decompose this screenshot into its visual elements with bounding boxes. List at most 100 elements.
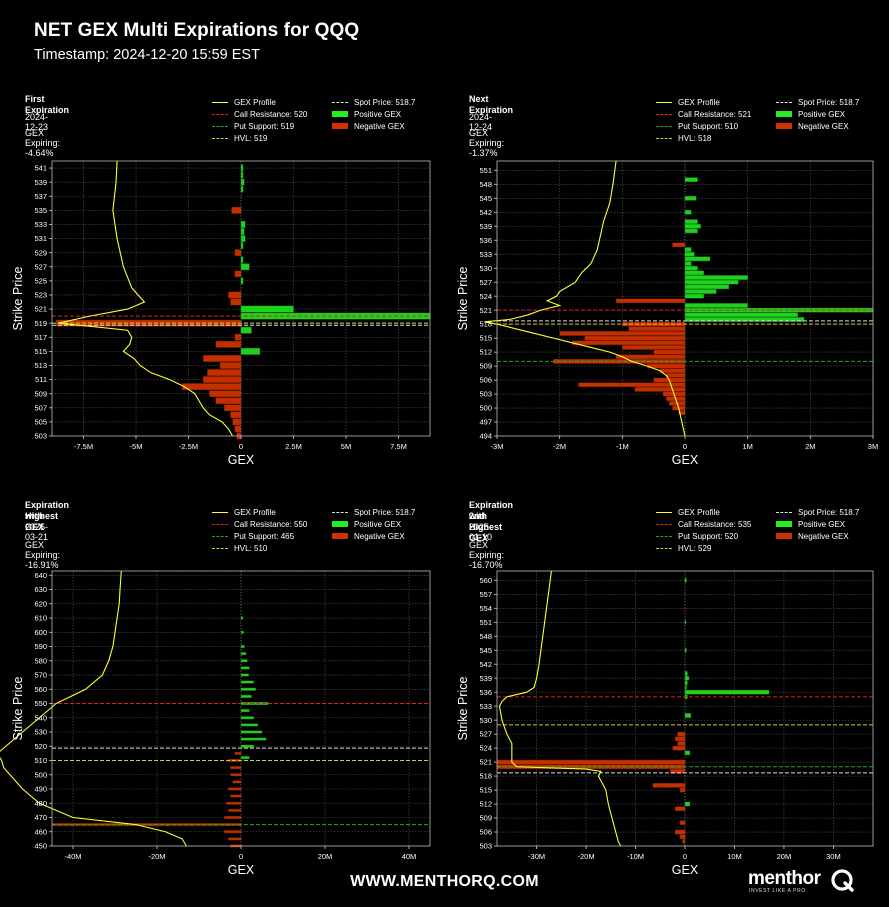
y-tick-label: 460 — [34, 827, 47, 836]
y-tick-label: 512 — [479, 800, 492, 809]
gex-expiring: GEX Expiring: -4.64% — [25, 128, 61, 158]
logo-q-icon — [830, 868, 856, 899]
legend-swatch — [656, 101, 672, 103]
legend-item-pos: Positive GEX — [776, 109, 845, 119]
positive-gex-bar — [240, 235, 246, 242]
y-tick-label: 524 — [479, 292, 492, 301]
y-tick-label: 548 — [479, 180, 492, 189]
positive-gex-bar — [240, 171, 244, 179]
legend-swatch — [776, 521, 792, 527]
negative-gex-bar — [679, 820, 686, 825]
y-tick-label: 513 — [34, 361, 47, 370]
gex-profile-line — [498, 570, 622, 847]
positive-gex-bar — [240, 630, 244, 634]
gex-profile-line — [484, 160, 686, 437]
positive-gex-bar — [684, 675, 690, 681]
y-tick-label: 500 — [34, 770, 47, 779]
y-tick-label: 529 — [34, 248, 47, 257]
x-tick-label: -2M — [553, 442, 566, 451]
positive-gex-bar — [684, 689, 770, 695]
legend-item-put: Put Support: 519 — [212, 121, 294, 131]
x-tick-label: -30M — [528, 852, 545, 861]
y-tick-label: 630 — [34, 585, 47, 594]
negative-gex-bar — [234, 249, 242, 257]
positive-gex-bar — [684, 265, 698, 271]
legend-label: GEX Profile — [678, 97, 720, 107]
negative-gex-bar — [622, 345, 686, 350]
y-tick-label: 570 — [34, 671, 47, 680]
negative-gex-bar — [232, 780, 242, 784]
y-tick-label: 541 — [34, 164, 47, 173]
negative-gex-bar — [674, 736, 686, 742]
legend-item-call: Call Resistance: 535 — [656, 519, 751, 529]
positive-gex-bar — [684, 279, 739, 285]
legend-swatch — [656, 113, 672, 115]
y-tick-label: 521 — [479, 306, 492, 315]
footer-url: WWW.MENTHORQ.COM — [350, 873, 539, 890]
x-tick-label: 0 — [239, 442, 243, 451]
legend-swatch — [332, 111, 348, 117]
legend-swatch — [212, 547, 228, 549]
legend-label: Negative GEX — [354, 531, 405, 541]
negative-gex-bar — [682, 839, 686, 844]
y-tick-label: 620 — [34, 599, 47, 608]
legend-label: Put Support: 465 — [234, 531, 295, 541]
legend-swatch — [332, 511, 348, 513]
legend-item-hvl: HVL: 519 — [212, 133, 267, 143]
y-tick-label: 551 — [479, 166, 492, 175]
y-tick-label: 550 — [34, 699, 47, 708]
positive-gex-bar — [240, 666, 250, 670]
positive-gex-bar — [684, 284, 730, 290]
y-tick-label: 527 — [34, 262, 47, 271]
positive-gex-bar — [684, 293, 704, 299]
positive-gex-bar — [684, 317, 805, 322]
y-tick-label: 539 — [34, 178, 47, 187]
positive-gex-bar — [240, 242, 244, 249]
x-axis-label: GEX — [228, 863, 255, 877]
legend-label: GEX Profile — [234, 97, 276, 107]
y-tick-label: 505 — [34, 417, 47, 426]
negative-gex-bar — [672, 242, 686, 248]
legend-item-neg: Negative GEX — [332, 121, 405, 131]
y-tick-label: 490 — [34, 785, 47, 794]
y-axis-label: Strike Price — [11, 267, 25, 331]
legend-swatch — [656, 137, 672, 139]
y-tick-label: 545 — [479, 646, 492, 655]
positive-gex-bar — [240, 326, 252, 334]
legend-label: Positive GEX — [354, 519, 402, 529]
positive-gex-bar — [240, 744, 254, 748]
legend-item-profile: GEX Profile — [656, 507, 720, 517]
negative-gex-bar — [207, 369, 242, 376]
negative-gex-bar — [647, 363, 686, 369]
legend-label: GEX Profile — [234, 507, 276, 517]
negative-gex-bar — [228, 808, 242, 812]
legend-label: Negative GEX — [354, 121, 405, 131]
y-axis-label: Strike Price — [456, 677, 470, 741]
negative-gex-bar — [584, 335, 686, 341]
legend-swatch — [656, 511, 672, 513]
y-tick-label: 515 — [479, 786, 492, 795]
positive-gex-bar — [684, 750, 691, 756]
gex-chart: -7.5M -5M -2.5M 0 2.5M 5M 7.5M 503 505 507 509 511 5… — [11, 160, 431, 467]
y-tick-label: 494 — [479, 432, 492, 441]
x-tick-label: -20M — [578, 852, 595, 861]
positive-gex-bar — [684, 247, 692, 252]
positive-gex-bar — [240, 756, 250, 760]
panel-title: Next Expiration — [469, 94, 514, 115]
y-tick-label: 521 — [34, 305, 47, 314]
y-tick-label: 520 — [34, 742, 47, 751]
positive-gex-bar — [240, 164, 244, 172]
y-tick-label: 530 — [479, 264, 492, 273]
y-tick-label: 525 — [34, 276, 47, 285]
y-tick-label: 580 — [34, 656, 47, 665]
positive-gex-bar — [684, 680, 688, 686]
page-timestamp: Timestamp: 2024-12-20 15:59 EST — [34, 47, 260, 63]
negative-gex-bar — [230, 411, 242, 419]
negative-gex-bar — [669, 769, 686, 774]
legend-swatch — [776, 101, 792, 103]
gex-expiring: GEX Expiring: -16.91% — [25, 540, 61, 570]
panel-title: 2nd Highest GEX — [469, 511, 503, 543]
y-tick-label: 557 — [479, 590, 492, 599]
y-tick-label: 533 — [34, 220, 47, 229]
positive-gex-bar — [240, 221, 246, 228]
